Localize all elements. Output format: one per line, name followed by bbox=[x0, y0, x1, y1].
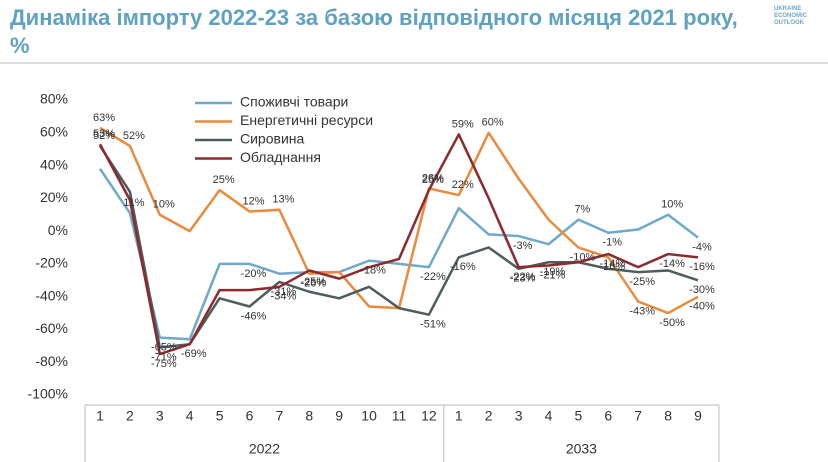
logo-line: UKRAINE bbox=[774, 6, 802, 12]
x-tick-label: 8 bbox=[305, 408, 313, 424]
x-tick-label: 7 bbox=[276, 408, 284, 424]
y-tick-label: -100% bbox=[28, 386, 68, 402]
x-tick-label: 8 bbox=[664, 408, 672, 424]
value-label: -26% bbox=[300, 278, 326, 290]
x-tick-label: 6 bbox=[246, 408, 254, 424]
value-label: -25% bbox=[300, 276, 326, 288]
y-tick-label: -60% bbox=[35, 320, 68, 336]
value-label: -31% bbox=[271, 286, 297, 298]
x-tick-label: 9 bbox=[694, 408, 702, 424]
x-tick-label: 9 bbox=[335, 408, 343, 424]
logo: UKRAINE ECONOMIC OUTLOOK bbox=[774, 6, 807, 27]
value-label: -16% bbox=[689, 261, 715, 273]
value-label: -75% bbox=[151, 358, 177, 370]
legend-label: Сировина bbox=[240, 131, 304, 147]
y-tick-label: 0% bbox=[48, 222, 68, 238]
x-tick-label: 7 bbox=[634, 408, 642, 424]
y-tick-label: 20% bbox=[40, 189, 68, 205]
x-tick-label: 12 bbox=[421, 408, 437, 424]
group-label: 2022 bbox=[249, 441, 280, 457]
y-tick-label: 60% bbox=[40, 123, 68, 139]
x-tick-label: 5 bbox=[216, 408, 224, 424]
legend-label: Споживчі товари bbox=[240, 94, 348, 110]
value-label: 52% bbox=[93, 130, 115, 142]
x-tick-label: 6 bbox=[604, 408, 612, 424]
value-label: -14% bbox=[659, 258, 685, 270]
y-tick-label: -40% bbox=[35, 287, 68, 303]
y-tick-label: 80% bbox=[40, 91, 68, 107]
value-label: 25% bbox=[213, 174, 235, 186]
y-tick-label: -80% bbox=[35, 353, 68, 369]
value-label: -25% bbox=[629, 276, 655, 288]
value-label: -16% bbox=[450, 261, 476, 273]
x-tick-label: 4 bbox=[545, 408, 553, 424]
value-label: -34% bbox=[271, 291, 297, 303]
x-tick-label: 3 bbox=[156, 408, 164, 424]
value-label: -40% bbox=[689, 301, 715, 313]
value-label: -43% bbox=[629, 305, 655, 317]
x-tick-label: 1 bbox=[455, 408, 463, 424]
value-label: -14% bbox=[599, 258, 625, 270]
x-tick-label: 11 bbox=[392, 408, 407, 424]
x-tick-label: 2 bbox=[485, 408, 493, 424]
value-label: -22% bbox=[420, 271, 446, 283]
legend-label: Обладнання bbox=[240, 149, 321, 165]
value-label: -71% bbox=[151, 351, 177, 363]
value-label: -18% bbox=[360, 265, 386, 277]
value-label: -1% bbox=[603, 237, 623, 249]
chart-title: Динаміка імпорту 2022-23 за базою відпов… bbox=[10, 5, 738, 58]
value-label: 25% bbox=[422, 174, 444, 186]
series-line bbox=[98, 145, 699, 349]
x-tick-label: 3 bbox=[515, 408, 523, 424]
value-label: 26% bbox=[422, 172, 444, 184]
series-line bbox=[98, 168, 699, 341]
value-label: -23% bbox=[510, 273, 536, 285]
value-label: 59% bbox=[452, 118, 474, 130]
x-tick-label: 5 bbox=[575, 408, 583, 424]
value-label: -21% bbox=[540, 269, 566, 281]
series-line bbox=[98, 133, 699, 356]
value-label: -4% bbox=[692, 242, 712, 254]
value-label: -50% bbox=[659, 317, 685, 329]
value-label: 53% bbox=[93, 128, 115, 140]
value-label: 10% bbox=[661, 199, 683, 211]
value-label: 52% bbox=[123, 130, 145, 142]
value-label: 12% bbox=[242, 195, 264, 207]
value-label: -22% bbox=[510, 271, 536, 283]
x-tick-label: 10 bbox=[361, 408, 377, 424]
value-label: -30% bbox=[689, 284, 715, 296]
y-tick-label: -20% bbox=[35, 255, 68, 271]
group-label: 2033 bbox=[566, 441, 597, 457]
x-tick-label: 4 bbox=[186, 408, 194, 424]
x-tick-label: 1 bbox=[96, 408, 104, 424]
x-tick-label: 2 bbox=[126, 408, 134, 424]
value-label: 11% bbox=[123, 197, 144, 209]
value-label: -69% bbox=[181, 348, 207, 360]
value-label: 22% bbox=[452, 179, 474, 191]
value-label: 10% bbox=[153, 199, 175, 211]
legend-label: Енергетичні ресурси bbox=[240, 112, 373, 128]
value-label: -19% bbox=[540, 266, 566, 278]
value-label: -46% bbox=[241, 310, 267, 322]
logo-line: OUTLOOK bbox=[774, 20, 804, 26]
logo-line: ECONOMIC bbox=[774, 13, 807, 19]
value-label: -16% bbox=[599, 261, 625, 273]
value-label: 63% bbox=[93, 112, 115, 124]
value-label: 13% bbox=[272, 194, 294, 206]
series-line bbox=[99, 126, 699, 315]
value-label: 60% bbox=[482, 117, 504, 129]
value-label: -51% bbox=[420, 319, 446, 331]
value-label: 7% bbox=[574, 204, 590, 216]
value-label: -65% bbox=[151, 342, 177, 354]
value-label: -20% bbox=[241, 268, 267, 280]
value-label: -3% bbox=[513, 240, 533, 252]
y-tick-label: 40% bbox=[40, 156, 68, 172]
value-label: -10% bbox=[570, 251, 596, 263]
